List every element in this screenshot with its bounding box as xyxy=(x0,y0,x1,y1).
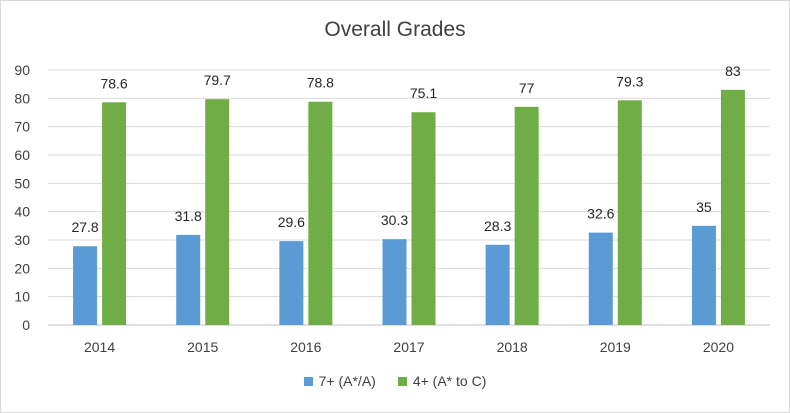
y-tick-label: 50 xyxy=(14,175,30,191)
y-tick-label: 80 xyxy=(14,90,30,106)
data-label-series-2-2018: 77 xyxy=(519,80,535,96)
bar-series-2-2019 xyxy=(617,100,642,325)
bar-series-2-2018 xyxy=(514,106,539,325)
y-tick-label: 40 xyxy=(14,204,30,220)
data-label-series-1-2019: 32.6 xyxy=(587,206,614,222)
legend-swatch-series-1 xyxy=(303,376,313,386)
y-tick-label: 20 xyxy=(14,260,30,276)
x-tick-label-2014: 2014 xyxy=(84,339,115,355)
legend: 7+ (A*/A) 4+ (A* to C) xyxy=(0,373,790,389)
y-axis: 0 10 20 30 40 50 60 70 80 90 xyxy=(14,62,30,333)
bar-series-2-2015 xyxy=(205,99,230,325)
data-label-series-2-2016: 78.8 xyxy=(307,75,334,91)
data-label-series-2-2020: 83 xyxy=(725,63,741,79)
data-label-series-1-2016: 29.6 xyxy=(278,214,305,230)
data-label-series-1-2018: 28.3 xyxy=(484,218,511,234)
legend-item-series-1: 7+ (A*/A) xyxy=(303,373,376,389)
bars xyxy=(73,89,745,325)
bar-series-1-2019 xyxy=(588,232,613,325)
x-tick-label-2015: 2015 xyxy=(187,339,218,355)
y-tick-label: 10 xyxy=(14,289,30,305)
data-label-series-2-2014: 78.6 xyxy=(100,75,127,91)
y-tick-label: 0 xyxy=(22,317,30,333)
bar-series-2-2020 xyxy=(720,89,745,325)
bar-series-1-2020 xyxy=(691,225,716,325)
x-tick-label-2019: 2019 xyxy=(600,339,631,355)
x-tick-label-2018: 2018 xyxy=(497,339,528,355)
data-label-series-1-2015: 31.8 xyxy=(175,208,202,224)
data-labels: 27.8 78.6 31.8 79.7 29.6 78.8 30.3 75.1 28.3 77 32… xyxy=(71,63,740,235)
bar-series-1-2017 xyxy=(382,239,407,325)
legend-item-series-2: 4+ (A* to C) xyxy=(397,373,487,389)
bar-series-2-2014 xyxy=(102,102,127,325)
x-tick-label-2016: 2016 xyxy=(290,339,321,355)
bar-series-1-2018 xyxy=(485,244,510,325)
x-tick-label-2017: 2017 xyxy=(393,339,424,355)
chart-title: Overall Grades xyxy=(324,18,466,41)
data-label-series-2-2017: 75.1 xyxy=(410,85,437,101)
data-label-series-2-2015: 79.7 xyxy=(204,72,231,88)
data-label-series-1-2017: 30.3 xyxy=(381,212,408,228)
data-label-series-1-2014: 27.8 xyxy=(71,219,98,235)
y-tick-label: 30 xyxy=(14,232,30,248)
y-tick-label: 70 xyxy=(14,119,30,135)
y-tick-label: 60 xyxy=(14,147,30,163)
y-tick-label: 90 xyxy=(14,62,30,78)
bar-series-1-2016 xyxy=(279,241,304,325)
legend-label-series-1: 7+ (A*/A) xyxy=(318,373,376,389)
bar-series-2-2016 xyxy=(308,101,333,325)
legend-label-series-2: 4+ (A* to C) xyxy=(412,373,487,389)
data-label-series-2-2019: 79.3 xyxy=(616,73,643,89)
gridlines xyxy=(48,69,770,326)
bar-series-1-2014 xyxy=(73,246,98,325)
x-axis: 2014 2015 2016 2017 2018 2019 2020 xyxy=(84,339,734,355)
legend-swatch-series-2 xyxy=(397,376,407,386)
x-tick-label-2020: 2020 xyxy=(703,339,734,355)
data-label-series-1-2020: 35 xyxy=(696,199,712,215)
bar-series-1-2015 xyxy=(176,234,201,325)
bar-series-2-2017 xyxy=(411,112,436,325)
